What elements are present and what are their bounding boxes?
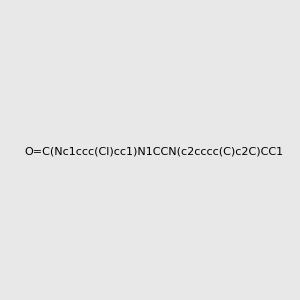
Text: O=C(Nc1ccc(Cl)cc1)N1CCN(c2cccc(C)c2C)CC1: O=C(Nc1ccc(Cl)cc1)N1CCN(c2cccc(C)c2C)CC1 — [24, 146, 283, 157]
